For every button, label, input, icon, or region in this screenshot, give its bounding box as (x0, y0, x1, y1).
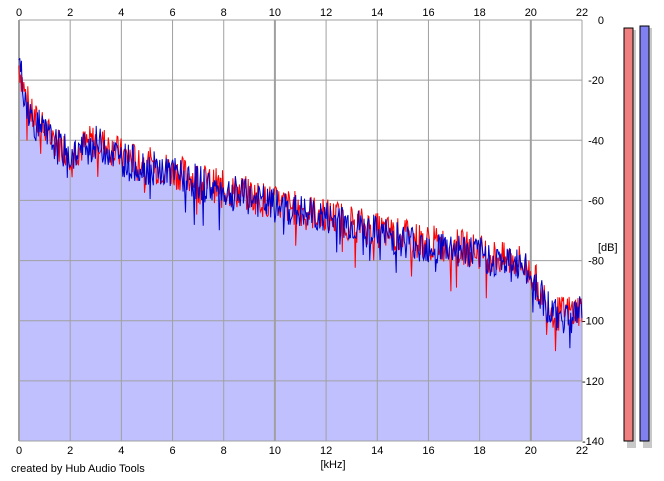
x-tick-label-bottom: 8 (221, 445, 227, 457)
x-tick-label-top: 4 (118, 7, 124, 19)
y-tick-label: -100 (582, 316, 604, 328)
y-tick-label: -120 (582, 376, 604, 388)
x-tick-label-bottom: 14 (371, 445, 383, 457)
x-tick-label-top: 16 (422, 7, 434, 19)
y-tick-label: -60 (588, 195, 604, 207)
x-tick-label-bottom: 6 (169, 445, 175, 457)
y-tick-label: -140 (582, 436, 604, 448)
x-tick-label-top: 6 (169, 7, 175, 19)
meter-right-bar (639, 25, 650, 442)
x-tick-label-top: 12 (320, 7, 332, 19)
x-tick-label-top: 20 (525, 7, 537, 19)
x-tick-label-top: 18 (474, 7, 486, 19)
y-tick-label: -20 (588, 75, 604, 87)
meter-left-bar (623, 27, 634, 442)
x-tick-label-top: 22 (576, 7, 588, 19)
x-tick-label-bottom: 16 (422, 445, 434, 457)
x-tick-label-bottom: 2 (67, 445, 73, 457)
series-line-right (18, 57, 583, 349)
x-tick-label-bottom: 10 (269, 445, 281, 457)
x-axis-label: [kHz] (320, 459, 345, 471)
x-tick-label-bottom: 22 (576, 445, 588, 457)
x-tick-label-top: 10 (269, 7, 281, 19)
y-axis-label: [dB] (598, 242, 618, 254)
y-tick-label: -80 (588, 256, 604, 268)
y-tick-label: 0 (598, 15, 604, 27)
x-tick-label-bottom: 12 (320, 445, 332, 457)
x-tick-label-bottom: 18 (474, 445, 486, 457)
credit-text: created by Hub Audio Tools (11, 463, 145, 475)
spectrum-fill-area (19, 58, 582, 441)
x-tick-label-bottom: 0 (16, 445, 22, 457)
y-tick-label: -40 (588, 135, 604, 147)
x-tick-label-top: 2 (67, 7, 73, 19)
x-tick-label-bottom: 4 (118, 445, 124, 457)
x-tick-label-top: 8 (221, 7, 227, 19)
x-tick-label-top: 0 (16, 7, 22, 19)
x-tick-label-top: 14 (371, 7, 383, 19)
x-tick-label-bottom: 20 (525, 445, 537, 457)
